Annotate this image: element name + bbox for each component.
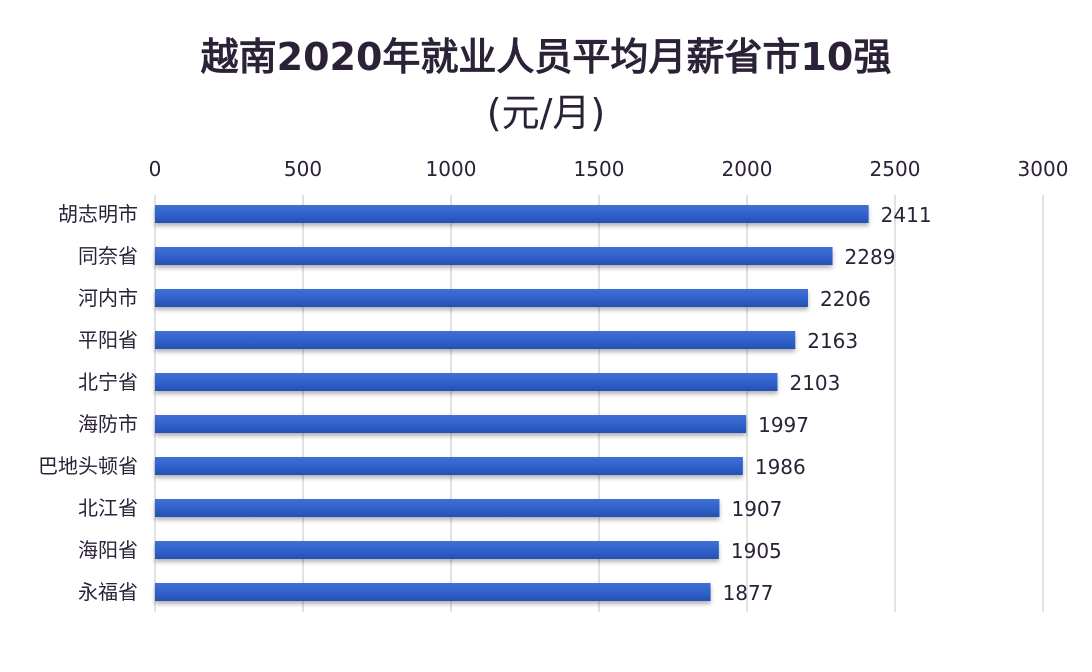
category-label: 胡志明市 — [58, 202, 138, 226]
category-label: 巴地头顿省 — [38, 454, 138, 478]
category-label: 海防市 — [78, 412, 138, 436]
bar — [155, 289, 808, 307]
bar — [155, 541, 719, 559]
x-tick-label: 2500 — [870, 157, 921, 181]
bar — [155, 205, 869, 223]
x-tick-label: 1000 — [426, 157, 477, 181]
x-tick-label: 1500 — [574, 157, 625, 181]
category-label: 北江省 — [78, 496, 138, 520]
category-label: 永福省 — [78, 580, 138, 604]
bar — [155, 499, 720, 517]
data-label: 2411 — [881, 203, 932, 227]
x-tick-label: 500 — [284, 157, 322, 181]
bar — [155, 457, 743, 475]
x-tick-label: 3000 — [1018, 157, 1069, 181]
bar — [155, 415, 747, 433]
category-label: 河内市 — [78, 286, 138, 310]
chart-subtitle: (元/月) — [486, 91, 606, 135]
category-label: 同奈省 — [78, 244, 138, 268]
data-label: 2103 — [789, 371, 840, 395]
data-label: 1905 — [731, 539, 782, 563]
data-label: 1907 — [731, 497, 782, 521]
category-label: 海阳省 — [78, 538, 138, 562]
category-label: 平阳省 — [78, 328, 138, 352]
data-label: 1997 — [758, 413, 809, 437]
data-label: 1877 — [723, 581, 774, 605]
bar — [155, 331, 796, 349]
data-label: 1986 — [755, 455, 806, 479]
bar — [155, 247, 833, 265]
bar — [155, 583, 711, 601]
data-label: 2163 — [807, 329, 858, 353]
data-label: 2289 — [845, 245, 896, 269]
bar — [155, 373, 778, 391]
x-tick-label: 0 — [149, 157, 162, 181]
data-label: 2206 — [820, 287, 871, 311]
chart-title: 越南2020年就业人员平均月薪省市10强 — [200, 35, 892, 79]
category-label: 北宁省 — [78, 370, 138, 394]
x-tick-label: 2000 — [722, 157, 773, 181]
